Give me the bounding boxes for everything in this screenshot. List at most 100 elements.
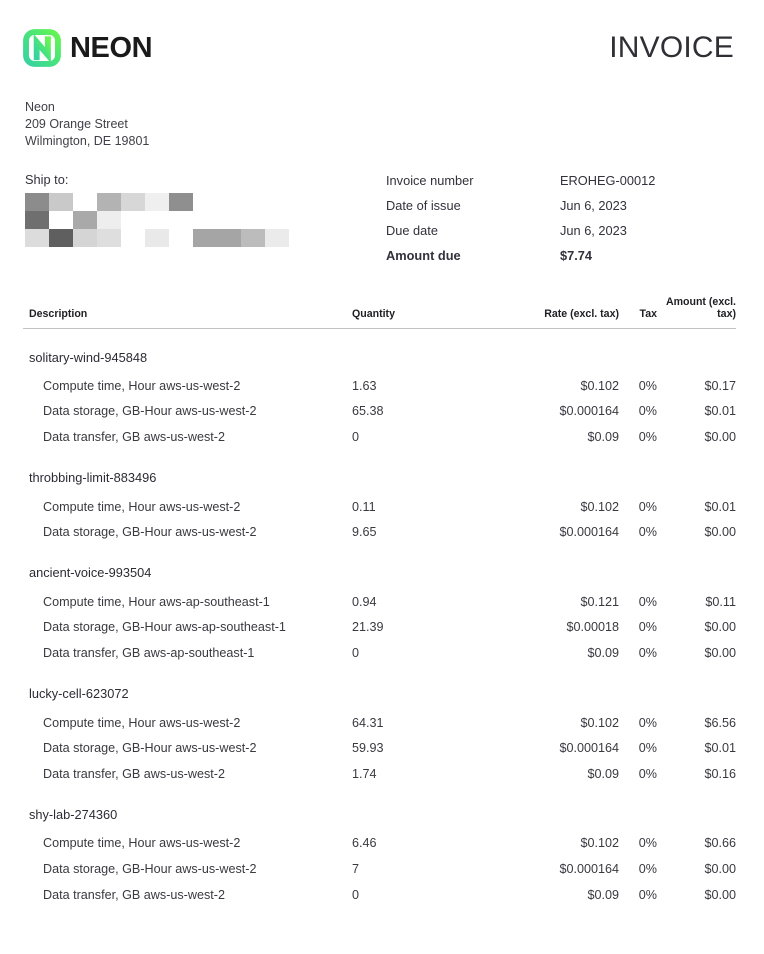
- cell-amount: $0.00: [704, 525, 736, 540]
- cell-rate: $0.000164: [559, 404, 619, 419]
- cell-description: Data storage, GB-Hour aws-us-west-2: [43, 741, 257, 756]
- detail-value: Jun 6, 2023: [560, 223, 627, 238]
- cell-quantity: 0.94: [352, 594, 377, 609]
- cell-quantity: 21.39: [352, 620, 384, 635]
- project-line-items: Compute time, Hour aws-ap-southeast-1 0.9…: [23, 589, 736, 666]
- redacted-block: [145, 229, 169, 247]
- cell-amount: $0.01: [704, 404, 736, 419]
- detail-value: Jun 6, 2023: [560, 198, 627, 213]
- brand-logo: NEON: [23, 29, 153, 67]
- detail-value: $7.74: [560, 248, 593, 263]
- cell-quantity: 64.31: [352, 715, 384, 730]
- cell-quantity: 0: [352, 645, 360, 660]
- project-group: shy-lab-274360 Compute time, Hour aws-us-…: [23, 801, 736, 908]
- redacted-block: [217, 193, 241, 211]
- cell-description: Data transfer, GB aws-us-west-2: [43, 887, 225, 902]
- redacted-block: [121, 211, 145, 229]
- table-row: Data transfer, GB aws-us-west-2 0 $0.09 0% $…: [23, 424, 736, 450]
- cell-description: Compute time, Hour aws-us-west-2: [43, 499, 241, 514]
- ship-to-block: Ship to:: [25, 172, 289, 247]
- cell-description: Data storage, GB-Hour aws-us-west-2: [43, 525, 257, 540]
- cell-tax: 0%: [638, 741, 657, 756]
- cell-quantity: 0: [352, 429, 360, 444]
- cell-tax: 0%: [638, 715, 657, 730]
- seller-name: Neon: [25, 100, 55, 114]
- cell-rate: $0.000164: [559, 525, 619, 540]
- cell-tax: 0%: [638, 594, 657, 609]
- redacted-block: [169, 211, 193, 229]
- cell-amount: $0.00: [704, 429, 736, 444]
- project-group: ancient-voice-993504 Compute time, Hour a…: [23, 559, 736, 666]
- redacted-block: [49, 229, 73, 247]
- redacted-block: [169, 229, 193, 247]
- redacted-block: [265, 229, 289, 247]
- table-row: Compute time, Hour aws-us-west-2 0.11 $0.1…: [23, 494, 736, 520]
- cell-tax: 0%: [638, 525, 657, 540]
- cell-amount: $0.17: [704, 378, 736, 393]
- detail-label: Date of issue: [386, 198, 461, 213]
- column-header-description: Description: [29, 308, 88, 320]
- cell-rate: $0.102: [580, 378, 619, 393]
- amount-due-row: Amount due $7.74: [386, 248, 736, 273]
- redacted-block: [73, 193, 97, 211]
- invoice-header: NEON INVOICE: [0, 0, 764, 96]
- redacted-block: [193, 229, 217, 247]
- cell-tax: 0%: [638, 429, 657, 444]
- project-name: shy-lab-274360: [29, 807, 118, 823]
- redacted-block: [121, 193, 145, 211]
- redacted-block: [169, 193, 193, 211]
- cell-description: Data transfer, GB aws-us-west-2: [43, 766, 225, 781]
- cell-amount: $0.01: [704, 741, 736, 756]
- invoice-detail-row: Date of issue Jun 6, 2023: [386, 198, 736, 223]
- cell-rate: $0.00018: [566, 620, 619, 635]
- redacted-block: [25, 229, 49, 247]
- column-header-quantity: Quantity: [352, 308, 395, 320]
- table-row: Data transfer, GB aws-us-west-2 0 $0.09 0% $…: [23, 882, 736, 908]
- cell-description: Compute time, Hour aws-us-west-2: [43, 836, 241, 851]
- cell-amount: $0.66: [704, 836, 736, 851]
- cell-quantity: 1.74: [352, 766, 377, 781]
- neon-logo-icon: [23, 29, 61, 67]
- cell-tax: 0%: [638, 404, 657, 419]
- detail-label: Amount due: [386, 248, 461, 263]
- table-row: Compute time, Hour aws-us-west-2 1.63 $0.1…: [23, 373, 736, 399]
- project-group: lucky-cell-623072 Compute time, Hour aws-…: [23, 680, 736, 787]
- cell-description: Compute time, Hour aws-us-west-2: [43, 378, 241, 393]
- cell-rate: $0.121: [580, 594, 619, 609]
- redacted-block: [25, 211, 49, 229]
- page-title: INVOICE: [609, 31, 734, 64]
- table-row: Compute time, Hour aws-us-west-2 64.31 $0.…: [23, 710, 736, 736]
- cell-rate: $0.09: [587, 429, 619, 444]
- line-items-table: Description Quantity Rate (excl. tax) Ta…: [23, 296, 736, 907]
- cell-quantity: 1.63: [352, 378, 377, 393]
- invoice-detail-row: Due date Jun 6, 2023: [386, 223, 736, 248]
- detail-label: Due date: [386, 223, 438, 238]
- table-row: Data storage, GB-Hour aws-ap-southeast-1…: [23, 615, 736, 641]
- redacted-row: [25, 193, 289, 211]
- cell-amount: $0.00: [704, 620, 736, 635]
- cell-rate: $0.000164: [559, 861, 619, 876]
- cell-amount: $6.56: [704, 715, 736, 730]
- column-header-amount: Amount (excl. tax): [665, 296, 736, 320]
- redacted-ship-to-address: [25, 193, 289, 247]
- redacted-block: [217, 229, 241, 247]
- project-line-items: Compute time, Hour aws-us-west-2 64.31 $0.…: [23, 710, 736, 787]
- redacted-row: [25, 211, 289, 229]
- cell-amount: $0.00: [704, 645, 736, 660]
- cell-amount: $0.00: [704, 861, 736, 876]
- cell-description: Data storage, GB-Hour aws-us-west-2: [43, 404, 257, 419]
- redacted-block: [73, 229, 97, 247]
- cell-rate: $0.102: [580, 715, 619, 730]
- cell-description: Data storage, GB-Hour aws-us-west-2: [43, 861, 257, 876]
- project-name: throbbing-limit-883496: [29, 470, 157, 486]
- detail-label: Invoice number: [386, 173, 474, 188]
- project-line-items: Compute time, Hour aws-us-west-2 1.63 $0.1…: [23, 373, 736, 450]
- cell-tax: 0%: [638, 645, 657, 660]
- cell-rate: $0.09: [587, 645, 619, 660]
- cell-tax: 0%: [638, 887, 657, 902]
- table-header-row: Description Quantity Rate (excl. tax) Ta…: [23, 296, 736, 329]
- cell-tax: 0%: [638, 836, 657, 851]
- cell-quantity: 7: [352, 861, 360, 876]
- project-group: solitary-wind-945848 Compute time, Hour a…: [23, 343, 736, 450]
